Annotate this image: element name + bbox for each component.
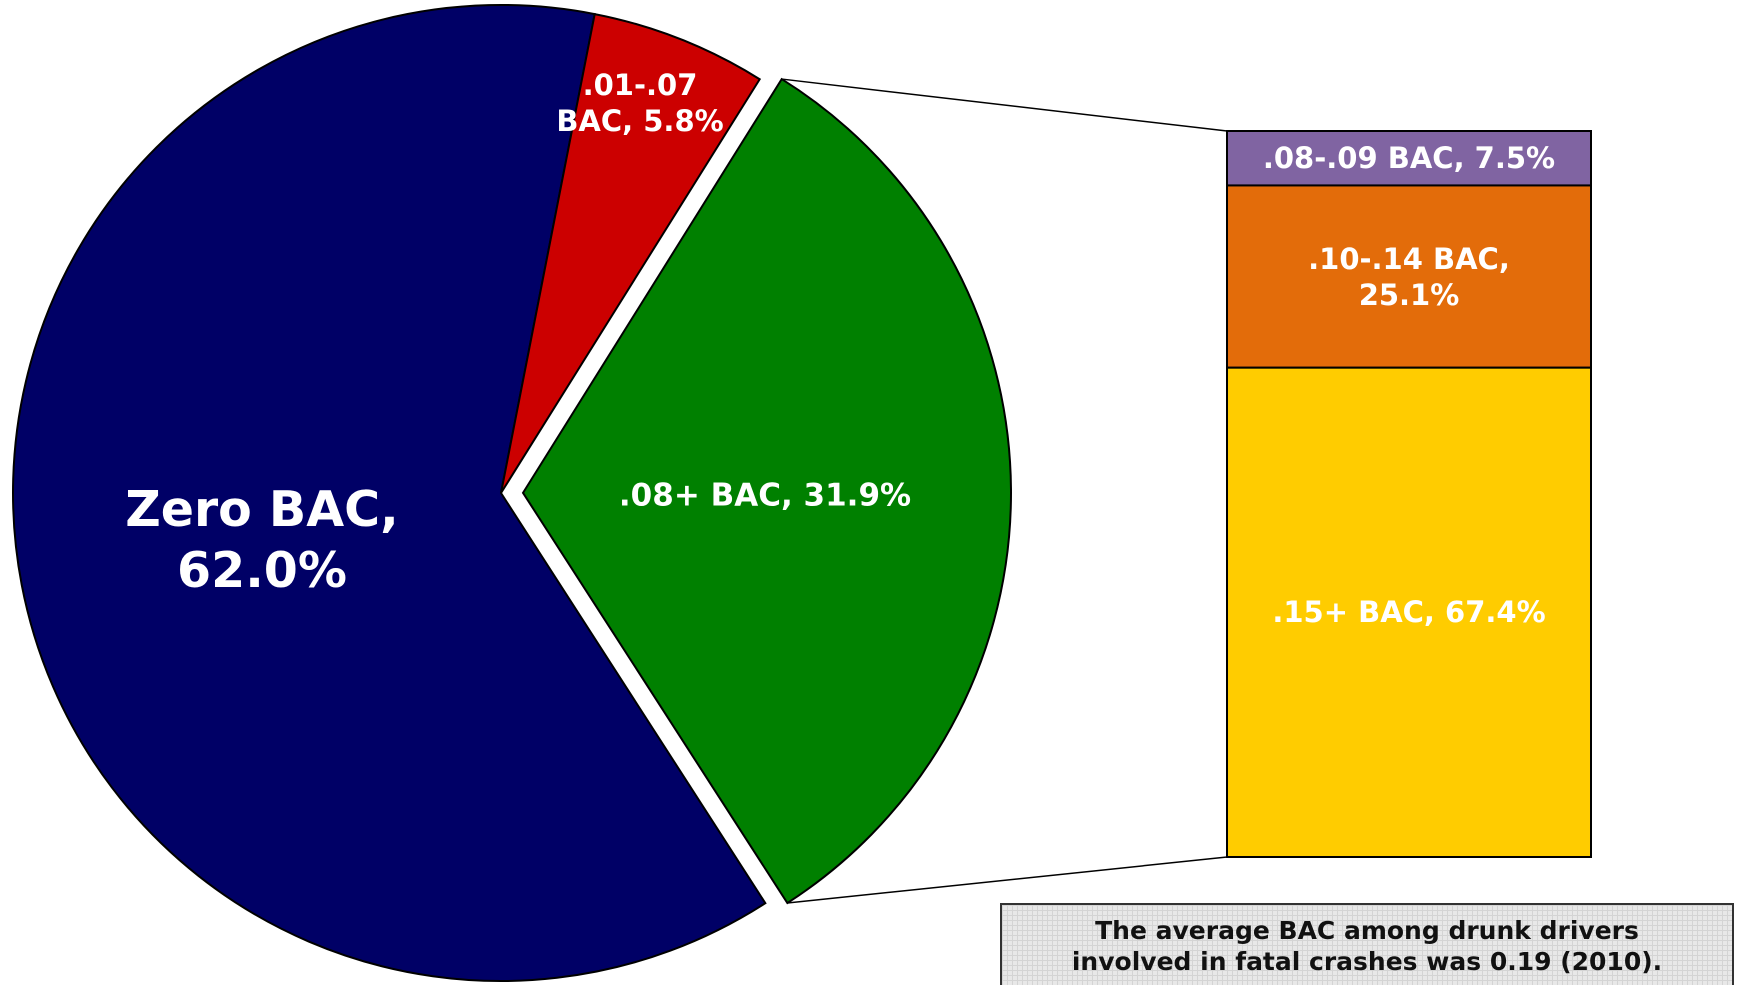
data-label: .08-.09 BAC, 7.5%: [1262, 141, 1556, 176]
data-label: Zero BAC, 62.0%: [125, 480, 399, 599]
data-label: .15+ BAC, 67.4%: [1272, 595, 1546, 630]
connector-line: [781, 78, 1228, 132]
annotation: The average BAC among drunk drivers invo…: [1000, 903, 1734, 985]
data-label: .08+ BAC, 31.9%: [618, 477, 912, 514]
pie-slice: [521, 77, 1012, 905]
pie-slice: [12, 4, 767, 982]
data-label: .01-.07 BAC, 5.8%: [556, 67, 724, 138]
pie-slice: [500, 12, 762, 494]
connector-line: [787, 856, 1228, 904]
bar-segment: [1226, 130, 1592, 187]
bar-segment: [1226, 184, 1592, 369]
bar-segment: [1226, 366, 1592, 858]
data-label: .10-.14 BAC, 25.1%: [1308, 241, 1510, 312]
